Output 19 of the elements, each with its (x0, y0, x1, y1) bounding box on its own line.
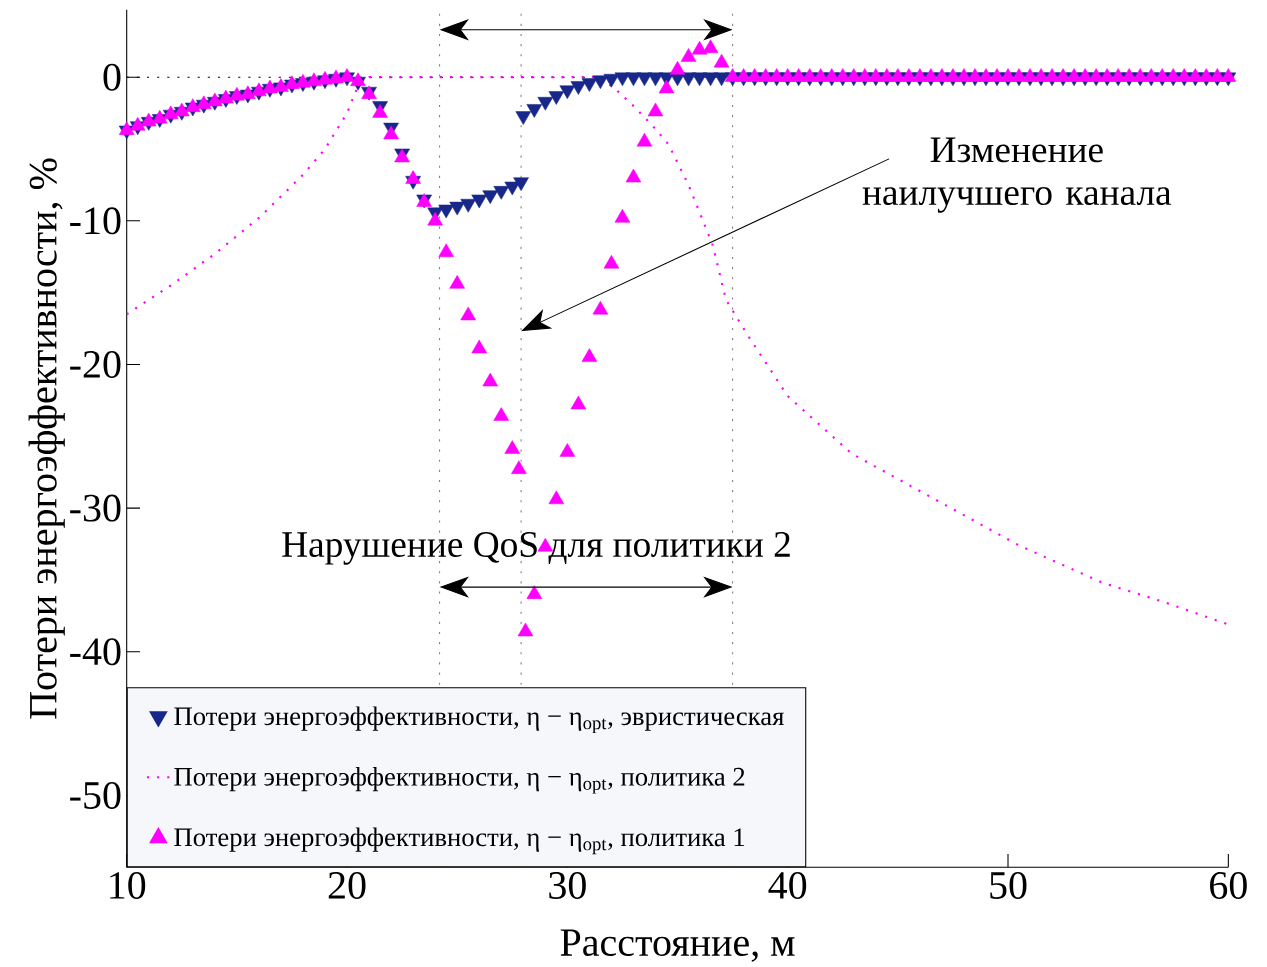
y-tick-label: -10 (70, 207, 121, 235)
y-tick-label: 0 (103, 63, 121, 91)
x-tick-label: 60 (1210, 871, 1247, 899)
legend-label: Потери энергоэффективности, η − η$_{opt}$, эвристическая (174, 706, 784, 733)
y-tick-label: -50 (70, 781, 121, 809)
annotation: Нарушение QoS для политики 2 (282, 531, 790, 565)
x-axis-title: Расстояние, м (560, 929, 795, 962)
x-tick-label: 30 (549, 871, 586, 899)
x-tick-label: 50 (990, 871, 1027, 899)
x-tick-label: 20 (328, 871, 366, 899)
y-axis-title: Потери энергоэффективности, % (28, 158, 65, 719)
annotation: Изменение наилучшего канала (862, 137, 1172, 213)
y-tick-label: -30 (70, 494, 121, 522)
x-tick-label: 40 (768, 871, 807, 899)
legend-label: Потери энергоэффективности, η − η$_{opt}$, политика 2 (174, 766, 745, 794)
y-tick-label: -40 (70, 638, 121, 666)
legend-label: Потери энергоэффективности, η − η$_{opt}$, политика 1 (174, 827, 745, 855)
y-tick-label: -20 (70, 350, 121, 378)
x-tick-label: 10 (110, 871, 146, 899)
